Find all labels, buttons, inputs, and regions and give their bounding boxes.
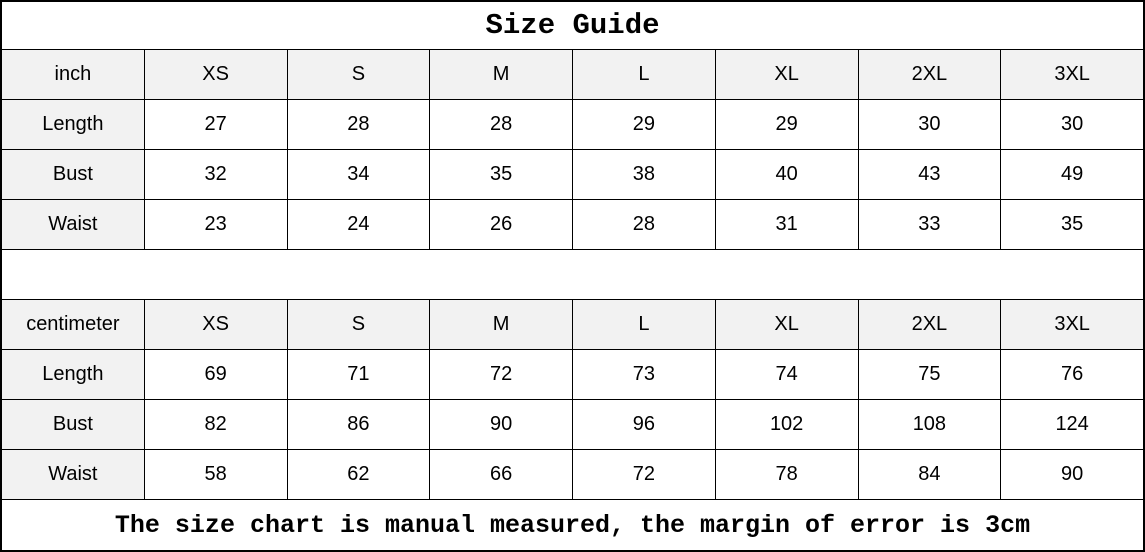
value-cell: 74 bbox=[715, 350, 859, 399]
value-cell: 102 bbox=[715, 400, 859, 449]
page-title: Size Guide bbox=[2, 2, 1143, 50]
value-cell: 24 bbox=[287, 200, 431, 249]
centimeter-bust-row: Bust 82 86 90 96 102 108 124 bbox=[2, 400, 1143, 450]
centimeter-length-row: Length 69 71 72 73 74 75 76 bbox=[2, 350, 1143, 400]
value-cell: 69 bbox=[144, 350, 288, 399]
value-cell: 28 bbox=[430, 100, 573, 149]
size-col-header-2xl: 2XL bbox=[858, 50, 1002, 99]
value-cell: 72 bbox=[573, 450, 716, 499]
size-col-header-l: L bbox=[573, 50, 716, 99]
size-col-header-3xl: 3XL bbox=[1001, 300, 1143, 349]
inch-header-row: inch XS S M L XL 2XL 3XL bbox=[2, 50, 1143, 100]
value-cell: 90 bbox=[430, 400, 573, 449]
value-cell: 29 bbox=[715, 100, 859, 149]
row-label-bust: Bust bbox=[2, 150, 145, 199]
inch-bust-row: Bust 32 34 35 38 40 43 49 bbox=[2, 150, 1143, 200]
row-label-length: Length bbox=[2, 100, 145, 149]
unit-label-inch: inch bbox=[2, 50, 145, 99]
measurement-note: The size chart is manual measured, the m… bbox=[2, 500, 1143, 550]
value-cell: 72 bbox=[430, 350, 573, 399]
value-cell: 86 bbox=[287, 400, 431, 449]
size-col-header-m: M bbox=[430, 300, 573, 349]
value-cell: 90 bbox=[1001, 450, 1143, 499]
value-cell: 58 bbox=[144, 450, 288, 499]
value-cell: 96 bbox=[573, 400, 716, 449]
row-label-waist: Waist bbox=[2, 450, 145, 499]
value-cell: 28 bbox=[287, 100, 431, 149]
value-cell: 35 bbox=[1001, 200, 1143, 249]
value-cell: 82 bbox=[144, 400, 288, 449]
row-label-bust: Bust bbox=[2, 400, 145, 449]
size-col-header-xs: XS bbox=[144, 300, 288, 349]
value-cell: 29 bbox=[573, 100, 716, 149]
value-cell: 49 bbox=[1001, 150, 1143, 199]
value-cell: 76 bbox=[1001, 350, 1143, 399]
value-cell: 62 bbox=[287, 450, 431, 499]
inch-length-row: Length 27 28 28 29 29 30 30 bbox=[2, 100, 1143, 150]
size-col-header-xl: XL bbox=[715, 300, 859, 349]
value-cell: 23 bbox=[144, 200, 288, 249]
row-label-length: Length bbox=[2, 350, 145, 399]
value-cell: 34 bbox=[287, 150, 431, 199]
size-col-header-3xl: 3XL bbox=[1001, 50, 1143, 99]
inch-waist-row: Waist 23 24 26 28 31 33 35 bbox=[2, 200, 1143, 250]
value-cell: 108 bbox=[858, 400, 1002, 449]
size-col-header-s: S bbox=[287, 300, 431, 349]
size-col-header-xl: XL bbox=[715, 50, 859, 99]
size-col-header-s: S bbox=[287, 50, 431, 99]
value-cell: 31 bbox=[715, 200, 859, 249]
size-col-header-l: L bbox=[573, 300, 716, 349]
value-cell: 66 bbox=[430, 450, 573, 499]
size-col-header-2xl: 2XL bbox=[858, 300, 1002, 349]
spacer-row bbox=[2, 250, 1143, 300]
unit-label-centimeter: centimeter bbox=[2, 300, 145, 349]
value-cell: 78 bbox=[715, 450, 859, 499]
value-cell: 73 bbox=[573, 350, 716, 399]
value-cell: 71 bbox=[287, 350, 431, 399]
size-col-header-xs: XS bbox=[144, 50, 288, 99]
value-cell: 28 bbox=[573, 200, 716, 249]
value-cell: 32 bbox=[144, 150, 288, 199]
value-cell: 35 bbox=[430, 150, 573, 199]
value-cell: 75 bbox=[858, 350, 1002, 399]
value-cell: 38 bbox=[573, 150, 716, 199]
size-col-header-m: M bbox=[430, 50, 573, 99]
value-cell: 30 bbox=[1001, 100, 1143, 149]
value-cell: 43 bbox=[858, 150, 1002, 199]
value-cell: 30 bbox=[858, 100, 1002, 149]
value-cell: 26 bbox=[430, 200, 573, 249]
value-cell: 124 bbox=[1001, 400, 1143, 449]
centimeter-header-row: centimeter XS S M L XL 2XL 3XL bbox=[2, 300, 1143, 350]
value-cell: 40 bbox=[715, 150, 859, 199]
value-cell: 27 bbox=[144, 100, 288, 149]
row-label-waist: Waist bbox=[2, 200, 145, 249]
value-cell: 84 bbox=[858, 450, 1002, 499]
centimeter-waist-row: Waist 58 62 66 72 78 84 90 bbox=[2, 450, 1143, 500]
value-cell: 33 bbox=[858, 200, 1002, 249]
